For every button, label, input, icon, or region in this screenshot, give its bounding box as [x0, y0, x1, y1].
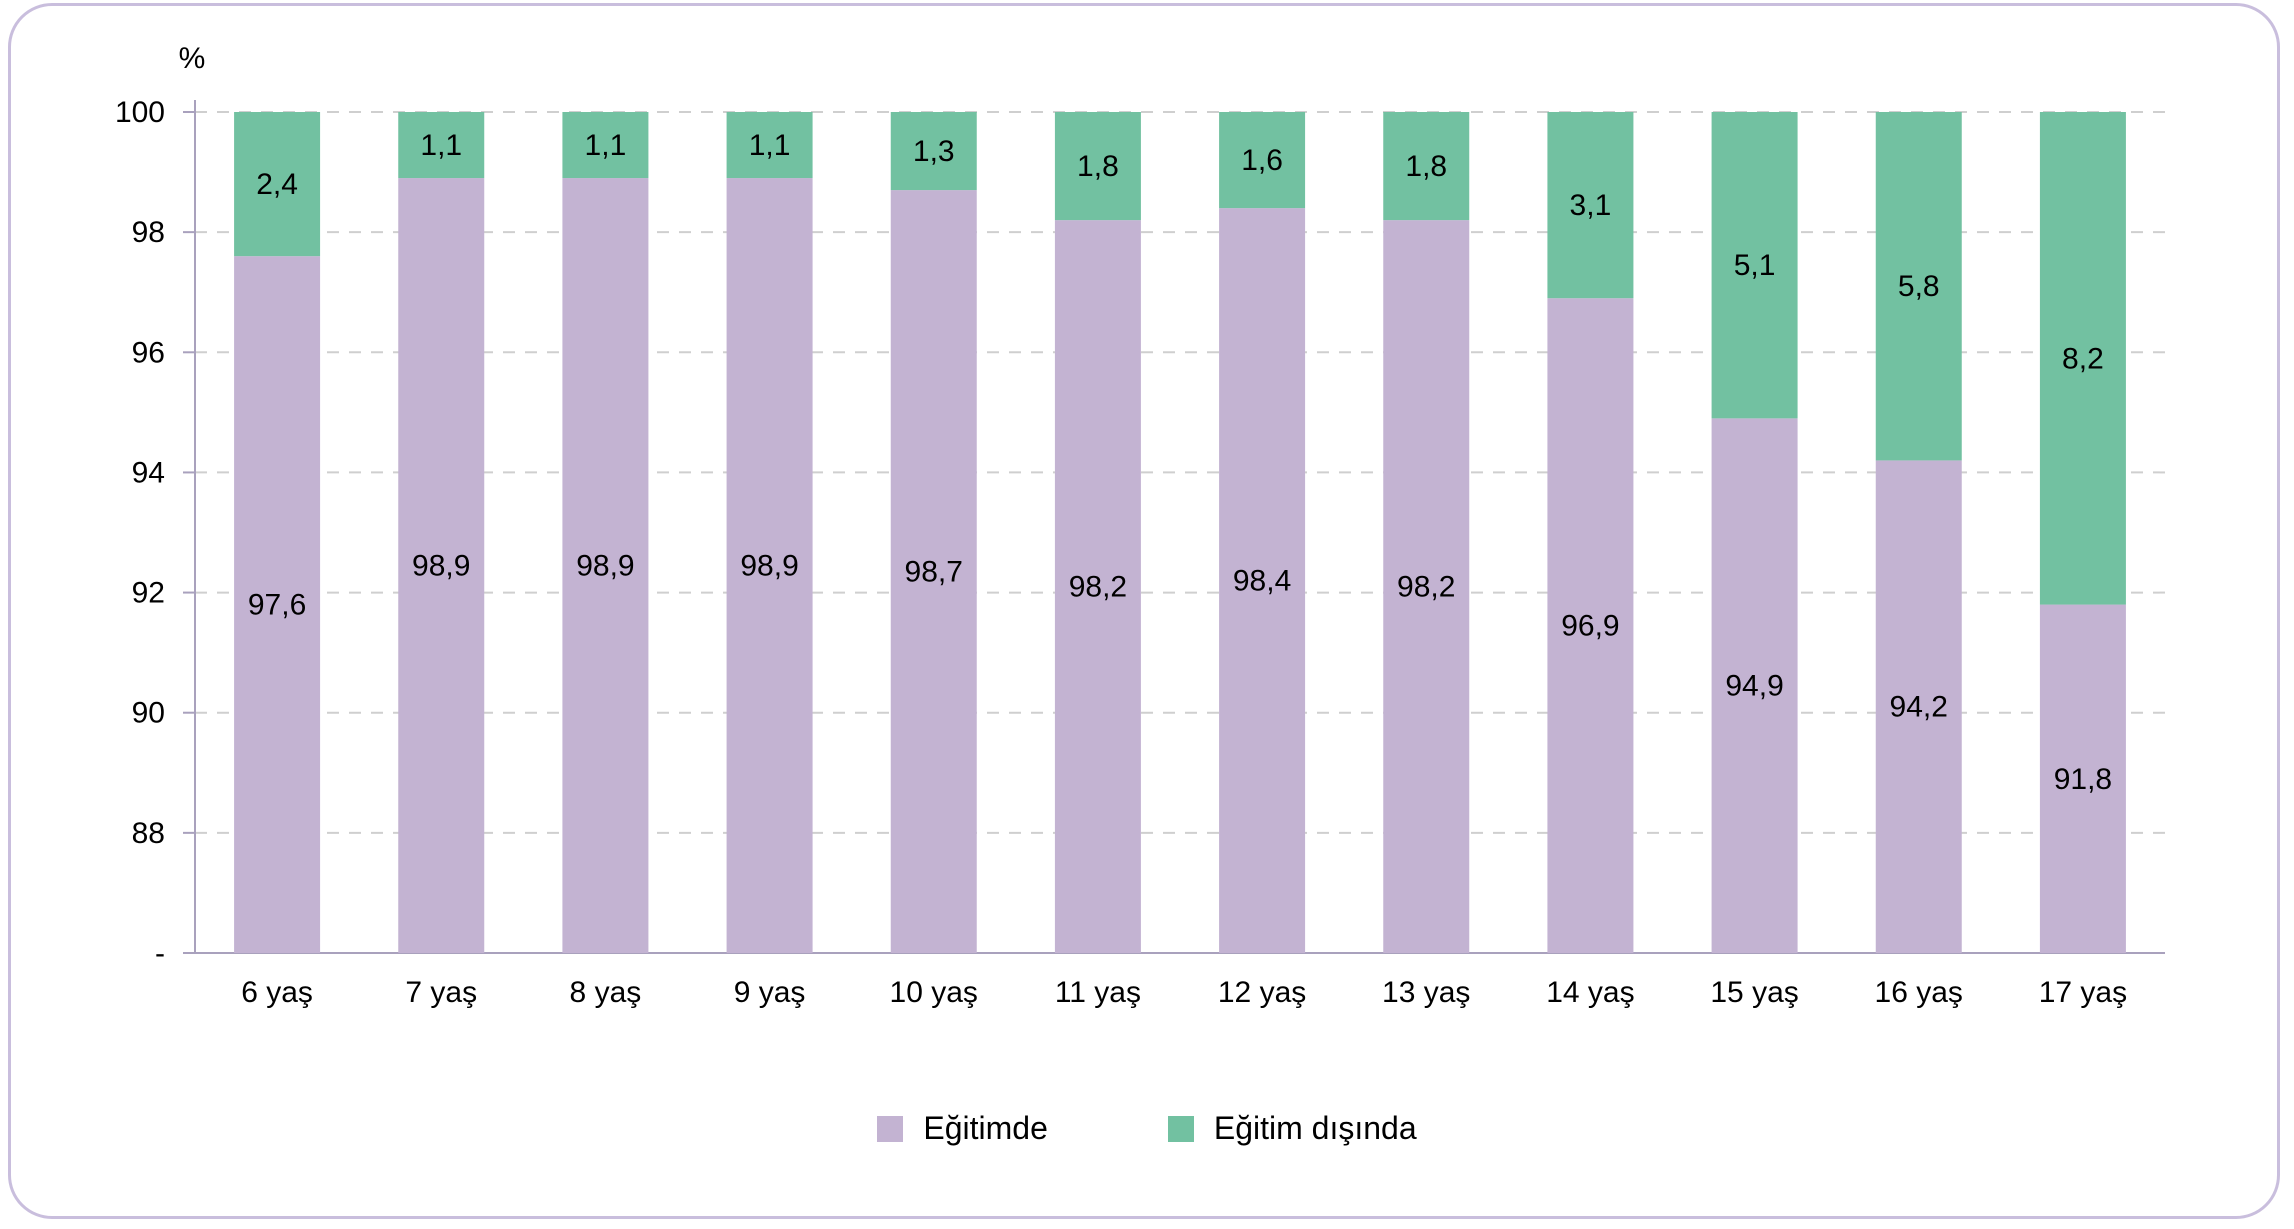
data-label-egitim-disinda: 5,8 [1898, 270, 1940, 303]
legend-label-egitim-disinda: Eğitim dışında [1213, 1110, 1417, 1146]
data-label-egitim-disinda: 1,8 [1077, 150, 1119, 183]
x-tick-label: 9 yaş [734, 976, 806, 1009]
y-axis-unit-label: % [179, 42, 206, 75]
bar-egitimde [1875, 460, 1962, 953]
bar-egitimde [562, 178, 649, 954]
legend: Eğitimde Eğitim dışında [0, 1110, 2294, 1147]
y-tick-label: 96 [132, 336, 165, 369]
x-tick-label: 7 yaş [405, 976, 477, 1009]
legend-item-egitimde: Eğitimde [877, 1110, 1048, 1147]
data-label-egitim-disinda: 1,3 [913, 135, 955, 168]
data-label-egitimde: 98,7 [905, 556, 963, 589]
data-label-egitimde: 98,9 [740, 550, 798, 583]
data-label-egitim-disinda: 1,1 [420, 129, 462, 162]
bar-egitim-disinda [1875, 112, 1962, 461]
bar-egitim-disinda [398, 112, 485, 179]
y-tick-label: 92 [132, 577, 165, 610]
data-label-egitim-disinda: 5,1 [1734, 249, 1776, 282]
bar-egitimde [2039, 604, 2126, 953]
bar-egitim-disinda [1054, 112, 1141, 221]
data-label-egitim-disinda: 1,6 [1241, 144, 1283, 177]
data-label-egitimde: 98,2 [1069, 571, 1127, 604]
bar-egitimde [1054, 220, 1141, 954]
legend-item-egitim-disinda: Eğitim dışında [1167, 1110, 1417, 1147]
bar-egitimde [890, 190, 977, 954]
x-tick-label: 15 yaş [1710, 976, 1798, 1009]
y-tick-label: 100 [115, 96, 165, 129]
bar-egitimde [1383, 220, 1470, 954]
bar-egitimde [1219, 208, 1306, 954]
data-label-egitimde: 94,2 [1890, 691, 1948, 724]
bar-egitimde [1711, 418, 1798, 954]
x-tick-label: 16 yaş [1875, 976, 1963, 1009]
legend-swatch-egitimde [877, 1115, 904, 1142]
x-tick-label: 12 yaş [1218, 976, 1306, 1009]
data-label-egitimde: 94,9 [1725, 670, 1783, 703]
data-label-egitimde: 91,8 [2054, 763, 2112, 796]
data-label-egitimde: 98,2 [1397, 571, 1455, 604]
bar-egitim-disinda [562, 112, 649, 179]
data-label-egitim-disinda: 1,1 [749, 129, 791, 162]
data-label-egitim-disinda: 3,1 [1570, 189, 1612, 222]
bar-egitimde [398, 178, 485, 954]
y-tick-label: 88 [132, 817, 165, 850]
legend-label-egitimde: Eğitimde [923, 1110, 1048, 1146]
data-label-egitim-disinda: 8,2 [2062, 342, 2104, 375]
data-label-egitimde: 96,9 [1561, 610, 1619, 643]
x-tick-label: 11 yaş [1055, 976, 1141, 1009]
x-tick-label: 17 yaş [2039, 976, 2127, 1009]
data-label-egitimde: 98,4 [1233, 565, 1291, 598]
y-tick-label: 94 [132, 456, 165, 489]
bar-egitimde [234, 256, 321, 954]
x-tick-label: 10 yaş [890, 976, 978, 1009]
x-tick-label: 13 yaş [1382, 976, 1470, 1009]
x-tick-label: 6 yaş [241, 976, 313, 1009]
x-tick-label: 14 yaş [1546, 976, 1634, 1009]
data-label-egitimde: 98,9 [412, 550, 470, 583]
bar-egitim-disinda [1711, 112, 1798, 419]
bar-egitim-disinda [890, 112, 977, 191]
bar-egitimde [726, 178, 813, 954]
data-label-egitim-disinda: 1,8 [1405, 150, 1447, 183]
legend-swatch-egitim-disinda [1167, 1115, 1194, 1142]
bar-egitim-disinda [1219, 112, 1306, 209]
y-tick-label: 90 [132, 697, 165, 730]
bar-egitim-disinda [1547, 112, 1634, 299]
data-label-egitim-disinda: 1,1 [585, 129, 627, 162]
data-label-egitimde: 97,6 [248, 589, 306, 622]
y-tick-label: 98 [132, 216, 165, 249]
data-label-egitimde: 98,9 [576, 550, 634, 583]
bar-egitim-disinda [726, 112, 813, 179]
y-tick-label: - [155, 937, 165, 970]
bar-egitim-disinda [2039, 112, 2126, 605]
data-label-egitim-disinda: 2,4 [256, 168, 298, 201]
bar-egitimde [1547, 298, 1634, 953]
bar-egitim-disinda [234, 112, 321, 257]
x-tick-label: 8 yaş [570, 976, 642, 1009]
bar-egitim-disinda [1383, 112, 1470, 221]
